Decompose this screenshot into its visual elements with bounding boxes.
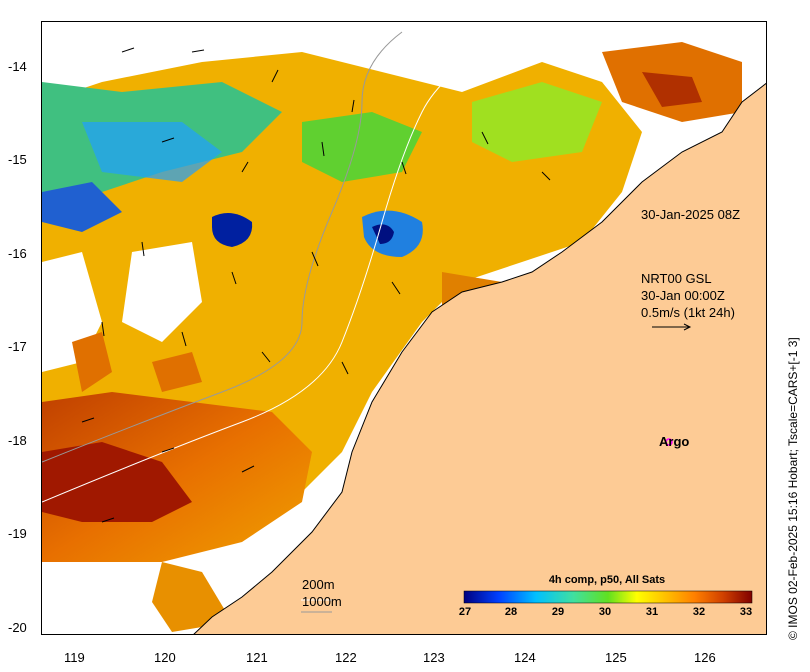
x-tick: 124 (514, 650, 536, 665)
isobath-1000m (42, 31, 403, 463)
current-scale-arrow (652, 323, 692, 331)
sst-map[interactable] (42, 22, 767, 635)
colorbar-tick: 31 (645, 606, 659, 618)
y-tick: -14 (8, 59, 27, 74)
x-tick: 121 (246, 650, 268, 665)
argo-label: Argo (659, 434, 690, 449)
x-tick: 119 (64, 650, 85, 665)
x-tick: 120 (154, 650, 176, 665)
argo-marker[interactable] (665, 438, 673, 446)
y-tick: -18 (8, 433, 27, 448)
colorbar (463, 590, 753, 604)
x-tick: 123 (423, 650, 445, 665)
timestamp-label: 30-Jan-2025 08Z (641, 207, 741, 222)
y-tick: -20 (8, 620, 27, 635)
x-tick: 125 (605, 650, 627, 665)
product-line2: 30-Jan 00:00Z (641, 288, 725, 303)
sst-field (42, 22, 742, 632)
y-tick: -17 (8, 339, 27, 354)
colorbar-title: 4h comp, p50, All Sats (548, 574, 666, 586)
isobath-200m (42, 41, 503, 503)
current-product-info: NRT00 GSL 30-Jan 00:00Z 0.5m/s (1kt 24h) (641, 270, 735, 321)
colorbar-tick: 32 (692, 606, 706, 618)
y-tick: -15 (8, 152, 27, 167)
x-tick: 122 (335, 650, 357, 665)
isobath-200-label: 200m (302, 577, 335, 592)
y-tick: -16 (8, 246, 27, 261)
colorbar-tick: 28 (504, 606, 518, 618)
current-vectors (81, 47, 551, 523)
land-mass (193, 82, 766, 634)
map-frame[interactable] (41, 21, 767, 635)
colorbar-tick: 27 (458, 606, 472, 618)
y-tick: -19 (8, 526, 27, 541)
colorbar-tick: 30 (598, 606, 612, 618)
product-line1: NRT00 GSL (641, 271, 712, 286)
isobath-1000-label: 1000m (302, 594, 342, 609)
x-tick: 126 (694, 650, 716, 665)
colorbar-tick: 33 (739, 606, 753, 618)
credit-line: © IMOS 02-Feb-2025 15:16 Hobart; Tscale=… (786, 337, 800, 640)
colorbar-tick: 29 (551, 606, 565, 618)
scale-label: 0.5m/s (1kt 24h) (641, 305, 735, 320)
